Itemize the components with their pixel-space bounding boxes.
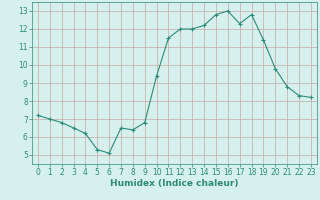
X-axis label: Humidex (Indice chaleur): Humidex (Indice chaleur) — [110, 179, 239, 188]
